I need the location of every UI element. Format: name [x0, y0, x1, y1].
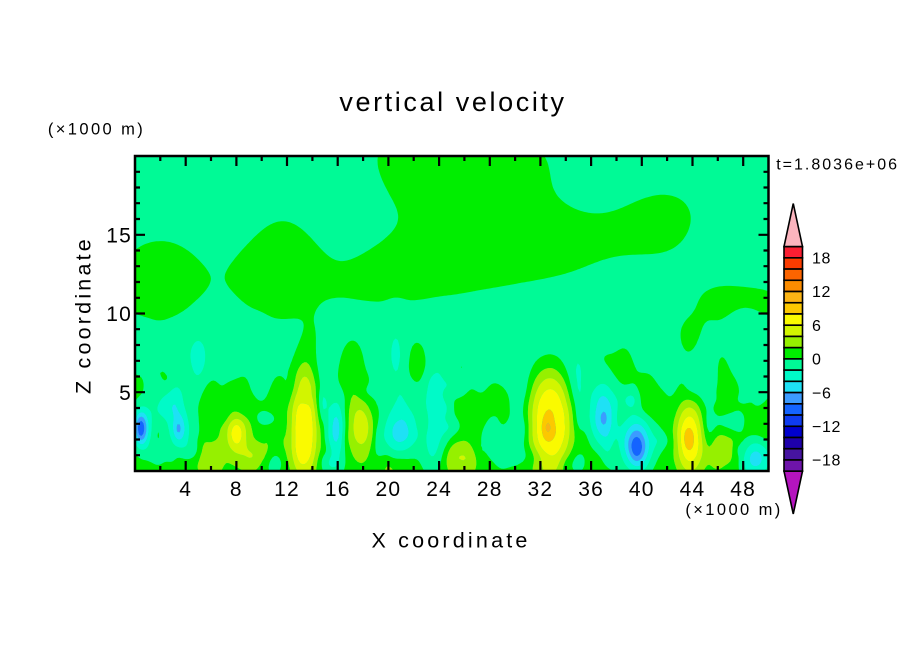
- svg-text:12: 12: [812, 284, 831, 301]
- svg-text:4: 4: [179, 478, 192, 501]
- svg-text:vertical velocity: vertical velocity: [339, 87, 566, 117]
- svg-text:10: 10: [106, 303, 132, 326]
- svg-text:15: 15: [106, 224, 132, 247]
- svg-text:−6: −6: [812, 385, 831, 402]
- svg-text:8: 8: [230, 478, 243, 501]
- svg-text:−12: −12: [812, 419, 841, 436]
- svg-text:28: 28: [477, 478, 503, 501]
- svg-text:−18: −18: [812, 453, 841, 470]
- svg-text:20: 20: [376, 478, 402, 501]
- svg-text:16: 16: [325, 478, 351, 501]
- svg-text:X coordinate: X coordinate: [371, 529, 530, 553]
- svg-text:36: 36: [578, 478, 604, 501]
- svg-text:0: 0: [812, 352, 822, 369]
- svg-text:18: 18: [812, 251, 831, 268]
- svg-text:12: 12: [274, 478, 300, 501]
- svg-text:(×1000 m): (×1000 m): [685, 501, 782, 519]
- svg-text:(×1000 m): (×1000 m): [48, 121, 145, 139]
- svg-text:48: 48: [730, 478, 756, 501]
- svg-text:5: 5: [119, 382, 132, 405]
- svg-text:Z coordinate: Z coordinate: [72, 236, 96, 394]
- svg-text:40: 40: [629, 478, 655, 501]
- svg-text:32: 32: [528, 478, 554, 501]
- svg-text:6: 6: [812, 318, 822, 335]
- svg-text:24: 24: [426, 478, 452, 501]
- svg-text:44: 44: [680, 478, 706, 501]
- svg-text:t=1.8036e+06: t=1.8036e+06: [776, 157, 899, 174]
